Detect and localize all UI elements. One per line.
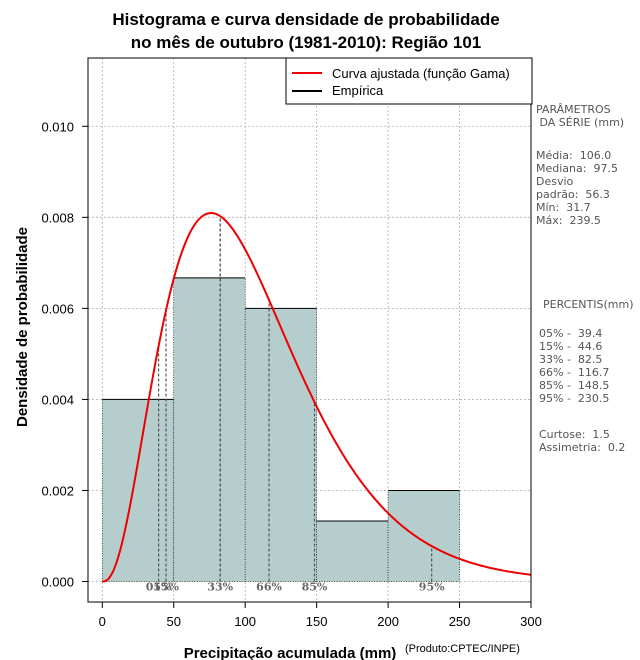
percentile-label: 95%: [419, 581, 445, 594]
x-tick-label: 300: [520, 614, 542, 629]
percentile-lines: [157, 216, 433, 582]
x-tick-label: 100: [234, 614, 256, 629]
legend-box: [285, 57, 533, 105]
histogram-bars: [101, 277, 460, 582]
histogram-bar: [244, 308, 317, 582]
legend-label-curve: Curva ajustada (função Gama): [332, 66, 510, 81]
x-tick-label: 50: [167, 614, 181, 629]
params-title: PARÂMETROS DA SÉRIE (mm): [536, 103, 625, 129]
y-tick-label: 0.000: [41, 575, 74, 590]
percentile-label: 85%: [302, 581, 328, 594]
legend: Curva ajustada (função Gama) Empírica: [285, 57, 533, 105]
y-tick-label: 0.010: [41, 119, 74, 134]
params-values: Média: 106.0 Mediana: 97.5 Desvio padrão…: [536, 149, 618, 227]
x-tick-label: 250: [449, 614, 471, 629]
histogram-bar: [173, 277, 246, 582]
percentile-label: 15%: [153, 581, 179, 594]
product-credit: (Produto:CPTEC/INPE): [405, 643, 520, 655]
percentile-label: 66%: [256, 581, 282, 594]
chart-title-line-2: no mês de outubro (1981-2010): Região 10…: [131, 33, 482, 52]
y-tick-label: 0.006: [41, 301, 74, 316]
y-tick-label: 0.008: [41, 210, 74, 225]
x-axis-ticks: 0 50 100 150 200 250 300: [99, 602, 542, 629]
y-axis-ticks: 0.000 0.002 0.004 0.006 0.008 0.010: [41, 119, 88, 590]
legend-label-empirical: Empírica: [332, 83, 384, 98]
percentile-labels: 05%15% 33% 66% 85% 95%: [146, 581, 445, 594]
percentile-label: 05%: [146, 581, 172, 594]
percentiles-values: 05% - 39.4 15% - 44.6 33% - 82.5 66% - 1…: [539, 327, 610, 405]
x-tick-label: 0: [99, 614, 106, 629]
shape-stats: Curtose: 1.5 Assimetria: 0.2: [539, 428, 626, 454]
percentile-label: 33%: [207, 581, 233, 594]
y-tick-label: 0.004: [41, 392, 74, 407]
y-axis-label: Densidade de probabilidade: [14, 227, 31, 427]
x-tick-label: 150: [306, 614, 328, 629]
gamma-curve: [102, 211, 532, 583]
histogram-bar: [387, 490, 460, 582]
histogram-bar: [101, 399, 175, 582]
percentiles-title: PERCENTIS(mm): [543, 298, 634, 311]
chart-title-line-1: Histograma e curva densidade de probabil…: [112, 10, 499, 29]
histogram-bar: [316, 520, 389, 582]
x-tick-label: 200: [377, 614, 399, 629]
x-axis-label: Precipitação acumulada (mm): [184, 645, 397, 660]
y-tick-label: 0.002: [41, 483, 74, 498]
